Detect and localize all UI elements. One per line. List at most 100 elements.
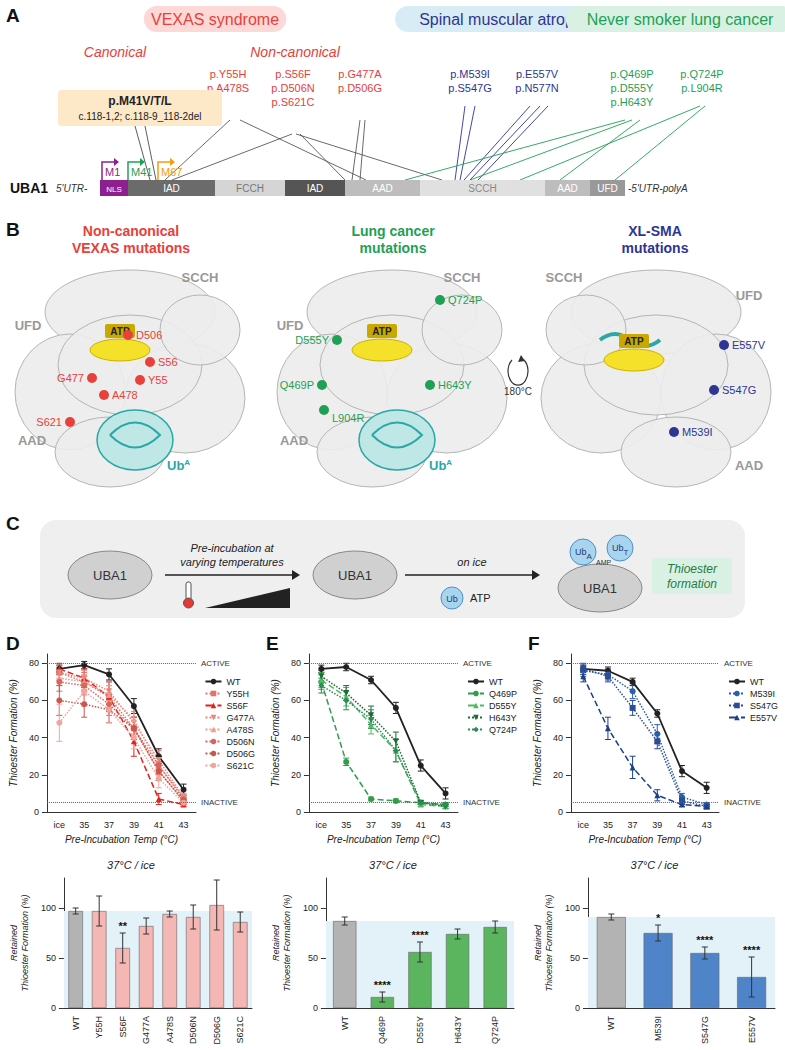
- svg-text:INACTIVE: INACTIVE: [724, 798, 761, 807]
- svg-text:0: 0: [51, 1003, 56, 1013]
- svg-text:A478: A478: [112, 389, 138, 401]
- svg-text:ATP: ATP: [372, 326, 392, 337]
- svg-text:D555Y: D555Y: [489, 701, 517, 711]
- svg-text:A478S: A478S: [165, 1016, 175, 1043]
- svg-text:Q724P: Q724P: [448, 294, 482, 306]
- svg-text:50: 50: [570, 953, 580, 963]
- svg-text:S621C: S621C: [226, 761, 254, 771]
- svg-text:S56F: S56F: [118, 1016, 128, 1038]
- svg-text:on ice: on ice: [457, 556, 486, 568]
- svg-text:180°C: 180°C: [504, 386, 532, 397]
- svg-text:SCCH: SCCH: [468, 183, 496, 194]
- svg-text:20: 20: [291, 770, 301, 780]
- svg-text:43: 43: [702, 820, 712, 830]
- svg-text:35: 35: [341, 820, 351, 830]
- svg-text:41: 41: [416, 820, 426, 830]
- svg-text:****: ****: [374, 979, 392, 991]
- svg-text:INACTIVE: INACTIVE: [201, 798, 238, 807]
- svg-text:37: 37: [628, 820, 638, 830]
- svg-text:M41: M41: [131, 166, 152, 178]
- svg-text:ice: ice: [54, 820, 66, 830]
- svg-text:A478S: A478S: [226, 725, 253, 735]
- svg-text:G477A: G477A: [226, 713, 254, 723]
- svg-text:M67: M67: [161, 166, 182, 178]
- svg-text:37: 37: [366, 820, 376, 830]
- svg-text:Q469P: Q469P: [280, 379, 314, 391]
- svg-text:UbA: UbA: [429, 458, 452, 473]
- svg-text:ice: ice: [577, 820, 589, 830]
- svg-text:UBA1: UBA1: [583, 581, 617, 596]
- svg-text:p.D555Y: p.D555Y: [611, 82, 654, 94]
- svg-text:40: 40: [29, 733, 39, 743]
- svg-text:G477: G477: [57, 372, 84, 384]
- svg-text:39: 39: [391, 820, 401, 830]
- svg-text:FCCH: FCCH: [236, 183, 264, 194]
- svg-text:p.S547G: p.S547G: [448, 82, 491, 94]
- svg-text:40: 40: [553, 733, 563, 743]
- svg-text:ATP: ATP: [470, 592, 491, 604]
- svg-text:Pre-incubation at: Pre-incubation at: [190, 542, 274, 554]
- svg-text:L904R: L904R: [332, 412, 364, 424]
- svg-text:SCCH: SCCH: [444, 270, 481, 285]
- svg-text:D506G: D506G: [226, 749, 255, 759]
- svg-text:IAD: IAD: [307, 183, 324, 194]
- svg-text:A: A: [6, 5, 20, 26]
- svg-text:E557V: E557V: [747, 1016, 757, 1043]
- svg-text:40: 40: [291, 733, 301, 743]
- svg-text:S547G: S547G: [750, 701, 778, 711]
- svg-text:XL-SMA: XL-SMA: [628, 223, 682, 239]
- svg-text:37°C / ice: 37°C / ice: [631, 859, 679, 871]
- svg-text:Q724P: Q724P: [489, 725, 517, 735]
- svg-text:Thioester Formation (%): Thioester Formation (%): [532, 679, 543, 787]
- svg-text:VEXAS mutations: VEXAS mutations: [72, 240, 190, 256]
- svg-text:C: C: [6, 513, 20, 534]
- svg-text:****: ****: [696, 934, 714, 946]
- svg-text:Y55H: Y55H: [226, 689, 249, 699]
- svg-text:p.M539I: p.M539I: [450, 68, 490, 80]
- svg-text:100: 100: [565, 903, 580, 913]
- svg-text:UBA1: UBA1: [338, 568, 372, 583]
- svg-text:VEXAS syndrome: VEXAS syndrome: [151, 11, 279, 28]
- svg-text:AAD: AAD: [372, 183, 393, 194]
- svg-text:WT: WT: [226, 677, 240, 687]
- svg-text:ACTIVE: ACTIVE: [463, 659, 492, 668]
- svg-text:D506N: D506N: [226, 737, 254, 747]
- svg-text:G477A: G477A: [141, 1016, 151, 1044]
- svg-text:Non-canonical: Non-canonical: [83, 223, 179, 239]
- svg-text:c.118-1,2; c.118-9_118-2del: c.118-1,2; c.118-9_118-2del: [79, 111, 202, 122]
- svg-text:E557V: E557V: [732, 339, 766, 351]
- svg-text:Thioester Formation (%): Thioester Formation (%): [20, 894, 30, 991]
- svg-text:100: 100: [303, 903, 318, 913]
- svg-text:mutations: mutations: [360, 240, 427, 256]
- svg-text:D506: D506: [136, 329, 162, 341]
- svg-text:p.M41V/T/L: p.M41V/T/L: [108, 94, 171, 108]
- svg-text:60: 60: [291, 695, 301, 705]
- svg-text:Non-canonical: Non-canonical: [250, 44, 340, 60]
- svg-text:35: 35: [603, 820, 613, 830]
- svg-text:*: *: [656, 912, 661, 924]
- svg-text:p.Q469P: p.Q469P: [610, 68, 653, 80]
- svg-text:H643Y: H643Y: [489, 713, 517, 723]
- svg-text:B: B: [6, 219, 20, 240]
- svg-text:D: D: [6, 633, 20, 654]
- svg-text:Thioester Formation (%): Thioester Formation (%): [8, 679, 19, 787]
- svg-text:M1: M1: [105, 166, 120, 178]
- svg-text:Thioester: Thioester: [667, 562, 718, 576]
- svg-text:ACTIVE: ACTIVE: [724, 659, 753, 668]
- svg-text:S547G: S547G: [722, 384, 756, 396]
- svg-text:D555Y: D555Y: [415, 1016, 425, 1044]
- svg-text:37°C / ice: 37°C / ice: [369, 859, 417, 871]
- svg-text:**: **: [118, 920, 127, 932]
- svg-text:E: E: [266, 633, 279, 654]
- svg-text:80: 80: [29, 658, 39, 668]
- svg-text:SCCH: SCCH: [182, 270, 219, 285]
- svg-text:S621C: S621C: [235, 1016, 245, 1044]
- svg-text:p.L904R: p.L904R: [681, 82, 723, 94]
- svg-text:0: 0: [313, 1003, 318, 1013]
- svg-text:IAD: IAD: [163, 183, 180, 194]
- svg-text:37°C / ice: 37°C / ice: [107, 859, 155, 871]
- svg-text:formation: formation: [667, 577, 717, 591]
- svg-text:80: 80: [291, 658, 301, 668]
- svg-text:50: 50: [46, 953, 56, 963]
- svg-text:varying temperatures: varying temperatures: [180, 556, 284, 568]
